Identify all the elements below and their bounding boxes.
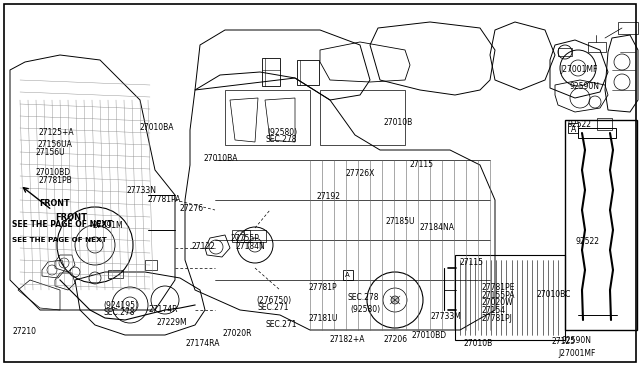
Text: 27276: 27276	[179, 204, 204, 213]
Text: J27001MF: J27001MF	[561, 65, 598, 74]
Text: 27891M: 27891M	[93, 221, 124, 230]
Bar	[262, 58, 280, 86]
Text: 27010B: 27010B	[384, 118, 413, 127]
Text: 27781PA: 27781PA	[147, 195, 180, 204]
Text: 27156UA: 27156UA	[37, 140, 72, 149]
Bar	[232, 230, 250, 242]
Text: SEE THE PAGE OF NEXT: SEE THE PAGE OF NEXT	[12, 220, 113, 229]
Text: A: A	[345, 272, 349, 278]
Bar	[108, 270, 123, 278]
Text: 27174RA: 27174RA	[186, 339, 220, 347]
Text: 27182+A: 27182+A	[330, 335, 365, 344]
Text: 27733M: 27733M	[430, 312, 461, 321]
Bar	[455, 255, 565, 340]
Text: 27229M: 27229M	[157, 318, 188, 327]
Text: 27192: 27192	[317, 192, 341, 201]
Text: 27174R: 27174R	[148, 305, 178, 314]
Text: 27781PJ: 27781PJ	[481, 314, 512, 323]
Text: A: A	[571, 125, 576, 134]
Text: 27733N: 27733N	[127, 186, 157, 195]
Text: (276750): (276750)	[256, 296, 291, 305]
Text: (92580): (92580)	[350, 305, 380, 314]
Bar	[618, 22, 638, 34]
Text: 27020R: 27020R	[223, 329, 252, 338]
Text: 27181U: 27181U	[308, 314, 338, 323]
Text: SEC.278: SEC.278	[348, 293, 380, 302]
Text: 27726X: 27726X	[346, 169, 375, 178]
Text: 92590N: 92590N	[562, 336, 592, 345]
Text: 27010B: 27010B	[464, 339, 493, 347]
Bar	[597, 118, 612, 130]
Text: J27001MF: J27001MF	[558, 349, 595, 358]
Text: SEC.278: SEC.278	[104, 308, 135, 317]
Bar	[588, 42, 606, 52]
Bar	[343, 270, 353, 280]
Text: 27781PB: 27781PB	[38, 176, 72, 185]
Text: 27781PE: 27781PE	[481, 283, 515, 292]
Bar	[297, 60, 319, 85]
Text: 27010BA: 27010BA	[140, 123, 174, 132]
Bar	[244, 230, 266, 242]
Bar	[578, 128, 616, 138]
Text: FRONT: FRONT	[55, 213, 87, 222]
Text: 27122: 27122	[192, 242, 216, 251]
Circle shape	[391, 296, 399, 304]
Text: 27184NA: 27184NA	[419, 223, 454, 232]
Bar	[565, 120, 637, 330]
Text: 27154: 27154	[481, 306, 506, 315]
Text: 27206: 27206	[384, 335, 408, 344]
Text: 27210: 27210	[13, 327, 36, 336]
Bar	[568, 123, 578, 133]
Text: 27184N: 27184N	[236, 242, 265, 251]
Text: 27156U: 27156U	[35, 148, 65, 157]
Text: 92522: 92522	[567, 120, 591, 129]
Text: 27010BD: 27010BD	[412, 331, 447, 340]
Text: (924195): (924195)	[104, 301, 139, 310]
Text: SEC.271: SEC.271	[266, 320, 297, 329]
Text: FRONT: FRONT	[40, 199, 70, 208]
Text: 27185U: 27185U	[385, 217, 415, 226]
Text: 27010BC: 27010BC	[536, 290, 571, 299]
Text: 92590N: 92590N	[570, 82, 600, 91]
Text: 27115: 27115	[410, 160, 434, 169]
Bar	[145, 260, 157, 270]
Text: 27755P: 27755P	[230, 234, 259, 243]
Bar	[558, 48, 572, 56]
Text: SEC.278: SEC.278	[266, 135, 297, 144]
Text: 27781P: 27781P	[308, 283, 337, 292]
Text: 27010BA: 27010BA	[204, 154, 238, 163]
Text: SEC.271: SEC.271	[257, 303, 289, 312]
Text: 27125: 27125	[552, 337, 576, 346]
Text: 27010BD: 27010BD	[35, 168, 70, 177]
Text: 92522: 92522	[576, 237, 600, 246]
Text: (92580): (92580)	[268, 128, 298, 137]
Text: SEE THE PAGE OF NEXT: SEE THE PAGE OF NEXT	[12, 237, 106, 243]
Text: 27125+A: 27125+A	[38, 128, 74, 137]
Text: 27115: 27115	[460, 258, 484, 267]
Text: 27155PA: 27155PA	[481, 291, 515, 300]
Text: 27020W: 27020W	[481, 298, 513, 307]
